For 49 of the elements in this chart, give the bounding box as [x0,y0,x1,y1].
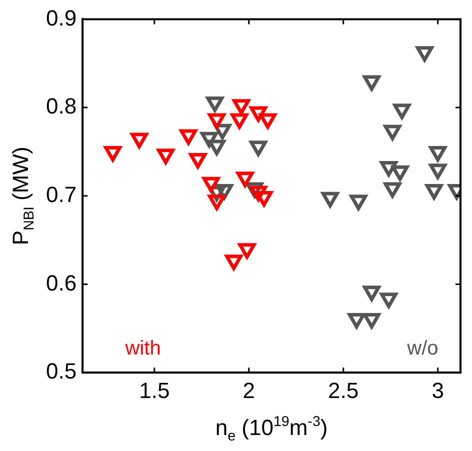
point [384,124,402,140]
point [250,140,267,156]
point [429,146,447,162]
point [238,243,256,259]
y-tick-label: 0.8 [46,94,77,119]
point [200,132,218,148]
point [321,192,339,208]
point [250,186,267,202]
point [363,75,380,91]
point [380,160,398,176]
point [104,146,122,162]
y-tick-label: 0.9 [46,5,77,30]
point [429,164,447,180]
point [384,182,402,198]
point [208,194,226,210]
point [208,140,226,156]
point [380,292,398,308]
point [232,99,250,115]
point [416,46,434,62]
point [157,148,174,164]
point [189,153,207,169]
point [130,132,148,148]
point [393,104,411,120]
point [202,176,220,192]
point [180,129,198,145]
x-tick-label: 2 [242,378,255,403]
y-tick-label: 0.6 [46,270,77,296]
point [225,254,242,270]
x-tick-label: 3 [432,378,444,403]
x-tick-label: 2.5 [328,378,359,403]
point [259,113,276,129]
point [425,184,443,200]
point [255,191,273,207]
point [391,165,409,181]
point [363,312,380,328]
point [208,113,226,129]
point [236,172,254,188]
point [206,96,224,112]
point [350,194,368,210]
point [348,312,366,328]
text: with [124,338,161,360]
x-tick-label: 1.5 [139,378,170,403]
y-tick-label: 0.7 [46,182,77,207]
y-axis-title: PNBI (MW) [8,146,38,246]
series-label: w/o [406,338,438,360]
point [363,286,380,302]
point [230,113,248,129]
y-tick-label: 0.5 [46,358,77,384]
point [250,106,267,122]
